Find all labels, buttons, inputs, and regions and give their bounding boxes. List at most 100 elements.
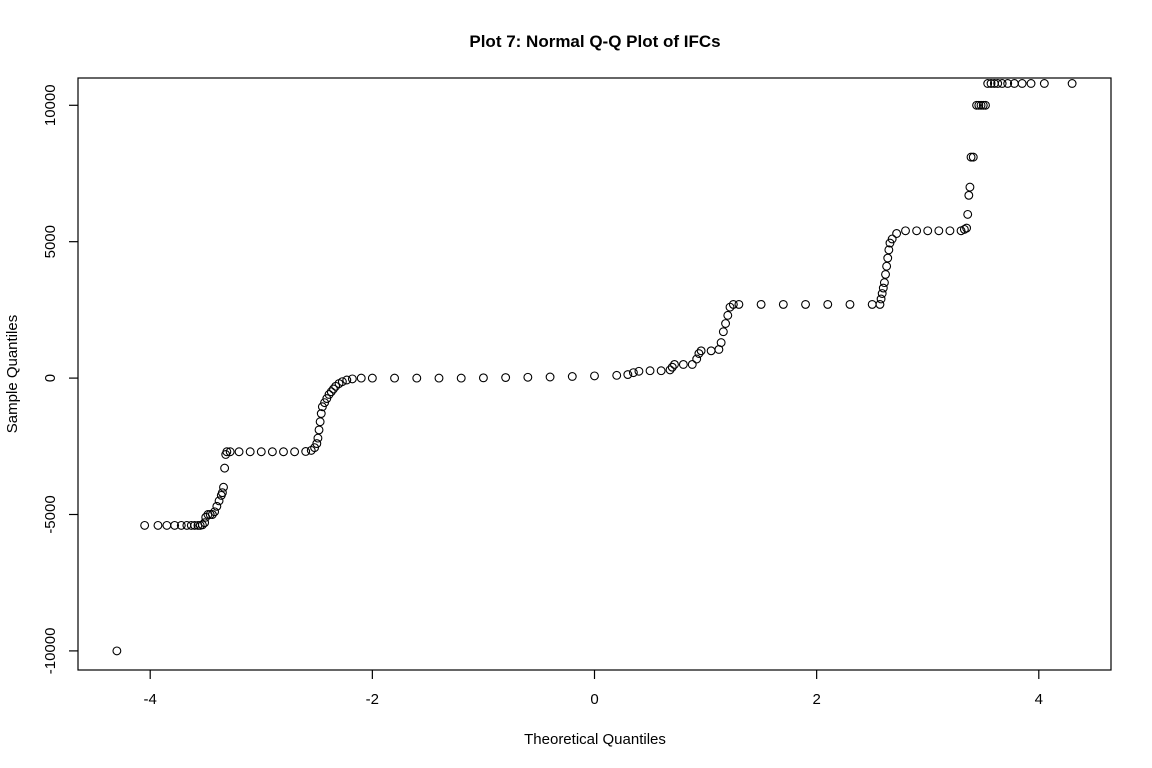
data-point: [324, 390, 334, 399]
data-point: [545, 372, 555, 382]
x-tick-label: 4: [1035, 691, 1043, 708]
data-point: [290, 447, 300, 457]
data-point: [112, 646, 122, 656]
data-point: [279, 447, 288, 457]
data-point: [590, 371, 599, 381]
data-point: [962, 223, 972, 233]
data-point: [210, 507, 220, 517]
data-point: [845, 299, 855, 309]
data-point: [313, 433, 323, 443]
data-point: [887, 234, 897, 244]
data-point: [342, 375, 352, 385]
data-point: [326, 387, 336, 397]
data-point: [882, 261, 892, 271]
data-point: [567, 372, 577, 381]
data-point: [993, 79, 1003, 88]
data-point: [945, 226, 955, 236]
data-point: [212, 501, 222, 511]
data-point: [176, 520, 186, 530]
x-tick-label: -4: [144, 691, 157, 708]
data-point: [170, 520, 180, 530]
data-point: [801, 299, 810, 309]
data-point: [245, 447, 255, 457]
y-tick-label: 5000: [42, 225, 59, 258]
data-point: [934, 226, 944, 236]
data-point: [1017, 79, 1027, 88]
data-point: [329, 384, 338, 394]
data-point: [634, 366, 644, 376]
data-point: [978, 100, 988, 110]
data-point: [965, 182, 975, 192]
x-tick-label: -2: [366, 691, 379, 708]
data-point: [186, 520, 196, 530]
data-point: [878, 283, 888, 293]
data-point: [983, 79, 993, 88]
data-point: [234, 447, 244, 457]
data-point: [959, 224, 969, 234]
data-point: [986, 79, 996, 88]
data-point: [974, 100, 984, 110]
x-tick-label: 0: [590, 691, 598, 708]
data-point: [723, 310, 733, 320]
data-point: [315, 417, 325, 427]
data-point: [912, 226, 922, 236]
data-point: [501, 373, 511, 382]
x-axis: -4 -2 0 2 4: [144, 670, 1043, 708]
data-point: [696, 346, 706, 356]
data-point: [256, 447, 266, 457]
data-point: [963, 209, 973, 219]
data-point: [219, 482, 228, 492]
plot-frame: [77, 77, 1112, 671]
data-point: [337, 377, 347, 387]
data-point: [612, 370, 622, 380]
data-point: [1067, 79, 1077, 88]
data-point: [665, 365, 675, 375]
data-point: [200, 518, 210, 528]
data-point: [412, 373, 422, 383]
data-point: [217, 488, 227, 498]
data-point: [656, 366, 666, 376]
data-point: [879, 278, 889, 288]
y-tick-label: -5000: [42, 495, 59, 533]
data-point: [1003, 79, 1013, 88]
data-point: [877, 289, 887, 298]
data-point: [162, 520, 172, 530]
data-point: [687, 360, 697, 369]
data-point: [972, 100, 982, 110]
data-point: [892, 229, 902, 238]
data-point: [694, 349, 704, 358]
data-point: [901, 226, 910, 236]
data-point: [220, 463, 230, 473]
data-point: [140, 520, 150, 530]
data-point: [623, 370, 633, 379]
data-point: [867, 299, 877, 309]
data-point: [197, 520, 207, 530]
data-point: [716, 338, 726, 348]
data-point: [692, 354, 702, 364]
data-point: [670, 360, 679, 369]
data-point: [356, 373, 366, 383]
data-point: [267, 447, 277, 457]
data-point: [456, 373, 466, 383]
data-point: [976, 100, 986, 110]
x-axis-label: Theoretical Quantiles: [524, 731, 666, 748]
data-point: [312, 439, 322, 449]
data-point: [966, 152, 976, 162]
data-point: [756, 299, 766, 309]
data-point: [367, 373, 377, 383]
data-point: [347, 374, 357, 384]
data-point: [225, 447, 235, 457]
y-tick-label: -10000: [42, 628, 59, 675]
y-axis: -10000 -5000 0 5000 10000: [42, 84, 78, 674]
data-point: [390, 373, 400, 383]
data-point: [884, 245, 894, 255]
data-point: [876, 294, 886, 304]
data-point: [734, 299, 744, 309]
y-tick-label: 10000: [42, 84, 59, 126]
data-point: [883, 253, 893, 263]
y-tick-label: 0: [42, 374, 59, 382]
data-points: [112, 79, 1077, 656]
data-point: [706, 346, 716, 356]
data-point: [823, 299, 833, 309]
